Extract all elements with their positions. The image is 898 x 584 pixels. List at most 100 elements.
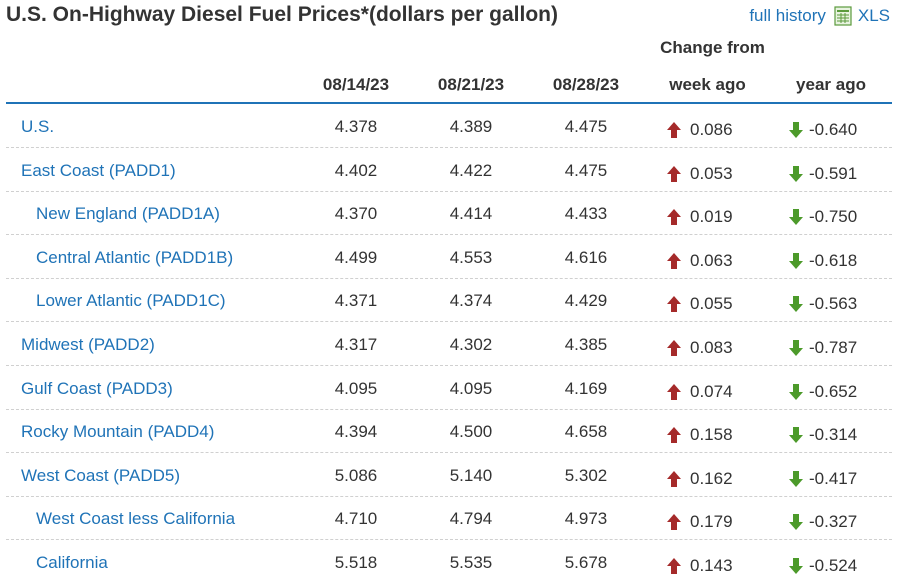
price-cell-3: 4.616 xyxy=(564,247,608,267)
row-divider xyxy=(6,321,892,323)
region-link[interactable]: West Coast (PADD5) xyxy=(21,465,181,485)
table-row: Gulf Coast (PADD3) 4.095 4.095 4.169 0.074 -0… xyxy=(6,367,892,410)
year-change-cell: -0.327 xyxy=(789,512,857,532)
row-divider xyxy=(6,277,892,279)
up-arrow-icon xyxy=(667,296,681,313)
price-cell-3: 4.385 xyxy=(564,335,608,354)
price-cell-3: 5.678 xyxy=(564,553,608,572)
spreadsheet-icon[interactable] xyxy=(834,6,852,26)
week-change-value: 0.055 xyxy=(690,294,733,314)
down-arrow-icon xyxy=(789,558,803,574)
week-change-value: 0.162 xyxy=(690,468,733,488)
region-link[interactable]: East Coast (PADD1) xyxy=(21,160,176,180)
table-row: U.S. 4.378 4.389 4.475 0.086 -0.640 xyxy=(6,105,892,148)
week-change-cell: 0.158 xyxy=(667,425,733,445)
week-change-cell: 0.074 xyxy=(667,382,733,402)
up-arrow-icon xyxy=(667,558,681,574)
date-header-3: 08/28/23 xyxy=(552,75,620,94)
up-arrow-icon xyxy=(667,470,681,487)
price-cell-2: 4.500 xyxy=(449,422,493,442)
row-divider xyxy=(6,539,892,541)
down-arrow-icon xyxy=(789,252,803,269)
price-cell-1: 4.378 xyxy=(334,117,378,136)
table-row: New England (PADD1A) 4.370 4.414 4.433 0.019… xyxy=(6,192,892,236)
price-cell-3: 4.658 xyxy=(564,422,608,442)
up-arrow-icon xyxy=(667,122,681,138)
date-header-2: 08/21/23 xyxy=(437,75,505,94)
table-row: Midwest (PADD2) 4.317 4.302 4.385 0.083 -0.78… xyxy=(6,323,892,366)
table-row: East Coast (PADD1) 4.402 4.422 4.475 0.053 -0… xyxy=(6,149,892,192)
down-arrow-icon xyxy=(789,470,803,487)
week-ago-header: week ago xyxy=(669,75,746,94)
year-change-cell: -0.750 xyxy=(789,207,857,227)
region-link[interactable]: Lower Atlantic (PADD1C) xyxy=(36,291,226,311)
week-change-cell: 0.019 xyxy=(667,207,733,227)
year-change-cell: -0.563 xyxy=(789,294,857,314)
year-change-value: -0.314 xyxy=(809,425,858,445)
price-cell-3: 4.169 xyxy=(564,378,608,398)
price-cell-3: 4.433 xyxy=(564,204,608,224)
table-row: California 5.518 5.535 5.678 0.143 -0.524 xyxy=(6,541,892,584)
price-cell-3: 4.475 xyxy=(564,160,608,180)
week-change-value: 0.019 xyxy=(690,207,733,227)
page-title: U.S. On-Highway Diesel Fuel Prices*(doll… xyxy=(6,3,558,26)
region-link[interactable]: California xyxy=(36,553,108,572)
up-arrow-icon xyxy=(667,165,681,182)
price-cell-1: 5.518 xyxy=(334,553,378,572)
region-link[interactable]: Central Atlantic (PADD1B) xyxy=(36,247,234,267)
region-link[interactable]: Midwest (PADD2) xyxy=(21,335,155,354)
week-change-cell: 0.063 xyxy=(667,251,733,271)
year-ago-header: year ago xyxy=(796,75,866,94)
region-link[interactable]: Gulf Coast (PADD3) xyxy=(21,378,173,398)
week-change-cell: 0.053 xyxy=(667,164,733,184)
year-change-cell: -0.640 xyxy=(789,120,857,140)
xls-link[interactable]: XLS xyxy=(857,6,890,25)
week-change-cell: 0.086 xyxy=(667,120,733,140)
year-change-cell: -0.524 xyxy=(789,556,857,576)
week-change-value: 0.086 xyxy=(690,120,733,139)
year-change-value: -0.640 xyxy=(809,120,858,139)
week-change-cell: 0.083 xyxy=(667,338,733,358)
down-arrow-icon xyxy=(789,340,803,356)
full-history-link[interactable]: full history xyxy=(749,6,826,25)
table-row: West Coast (PADD5) 5.086 5.140 5.302 0.162 -0… xyxy=(6,454,892,497)
up-arrow-icon xyxy=(667,514,681,531)
region-link[interactable]: West Coast less California xyxy=(36,509,236,529)
region-link[interactable]: New England (PADD1A) xyxy=(36,204,220,224)
region-link[interactable]: U.S. xyxy=(21,117,55,136)
year-change-value: -0.327 xyxy=(809,512,858,532)
down-arrow-icon xyxy=(789,165,803,182)
week-change-value: 0.179 xyxy=(690,512,733,532)
price-cell-2: 4.794 xyxy=(449,509,493,529)
price-cell-1: 4.095 xyxy=(334,378,378,398)
year-change-cell: -0.787 xyxy=(789,338,857,358)
year-change-cell: -0.652 xyxy=(789,382,857,402)
week-change-value: 0.158 xyxy=(690,425,733,445)
price-cell-1: 4.394 xyxy=(334,422,378,442)
week-change-cell: 0.179 xyxy=(667,512,733,532)
year-change-cell: -0.591 xyxy=(789,164,857,184)
down-arrow-icon xyxy=(789,122,803,138)
table-row: Rocky Mountain (PADD4) 4.394 4.500 4.658 0.1… xyxy=(6,410,892,454)
price-cell-1: 4.370 xyxy=(334,204,378,224)
price-cell-1: 5.086 xyxy=(334,465,378,485)
down-arrow-icon xyxy=(789,296,803,313)
up-arrow-icon xyxy=(667,209,681,226)
price-cell-1: 4.710 xyxy=(334,509,378,529)
price-cell-3: 4.475 xyxy=(564,117,608,136)
price-cell-3: 5.302 xyxy=(564,465,608,485)
region-link[interactable]: Rocky Mountain (PADD4) xyxy=(21,422,215,442)
price-cell-1: 4.371 xyxy=(334,291,378,311)
price-cell-2: 4.389 xyxy=(449,117,493,136)
change-from-header: Change from xyxy=(660,38,765,57)
price-cell-2: 4.374 xyxy=(449,291,493,311)
year-change-cell: -0.618 xyxy=(789,251,857,271)
year-change-value: -0.618 xyxy=(809,250,858,270)
week-change-cell: 0.162 xyxy=(667,469,733,489)
price-cell-2: 5.140 xyxy=(449,465,493,485)
row-divider xyxy=(6,147,892,148)
price-cell-1: 4.317 xyxy=(334,335,378,354)
year-change-value: -0.563 xyxy=(809,294,858,314)
row-divider xyxy=(6,365,892,366)
up-arrow-icon xyxy=(667,252,681,269)
